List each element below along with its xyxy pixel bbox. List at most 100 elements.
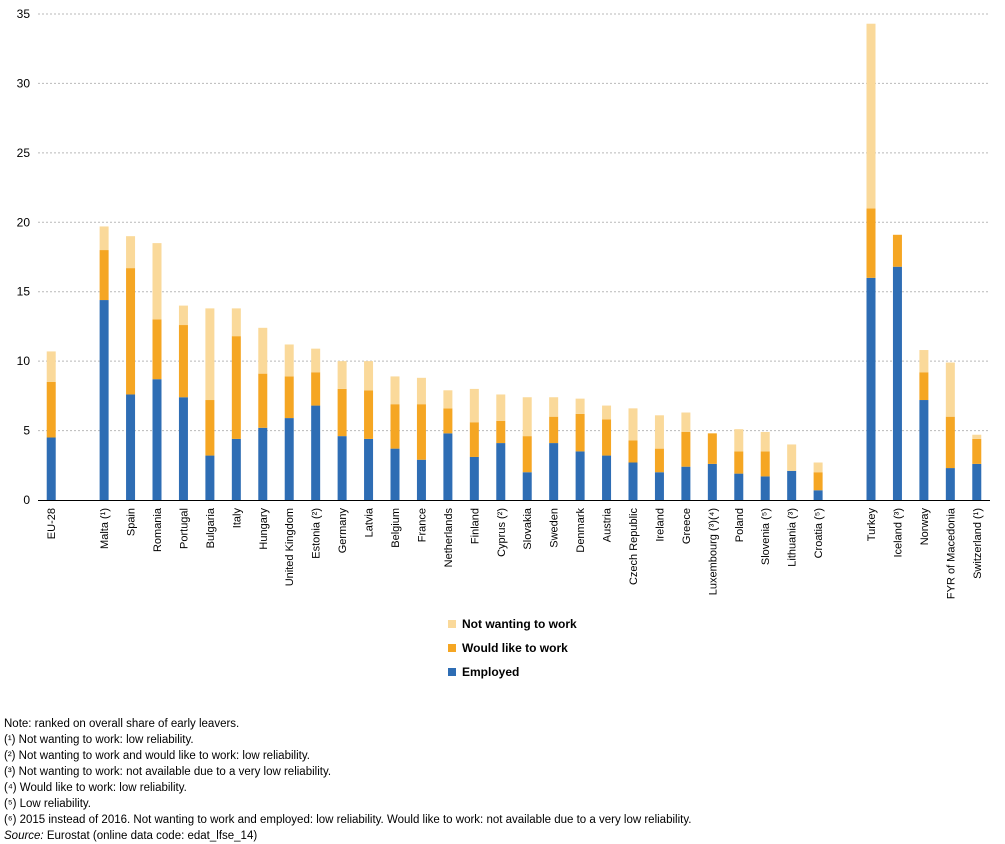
legend-item-employed: Employed bbox=[448, 660, 577, 684]
x-tick-label: Bulgaria bbox=[205, 507, 217, 548]
source-line: Source: Eurostat (online data code: edat… bbox=[4, 828, 691, 844]
x-tick-label: Sweden bbox=[549, 508, 561, 548]
bar-segment bbox=[469, 422, 479, 457]
x-tick-label: Belgium bbox=[390, 508, 402, 548]
x-tick-label: Lithuania (³) bbox=[787, 508, 799, 567]
bar-segment bbox=[787, 444, 797, 471]
bar-segment bbox=[866, 23, 876, 209]
bar-segment bbox=[390, 448, 400, 500]
bar-segment bbox=[760, 476, 770, 500]
x-tick-label: Croatia (⁵) bbox=[813, 508, 825, 558]
bar-segment bbox=[390, 376, 400, 405]
bar-segment bbox=[734, 429, 744, 452]
bar-segment bbox=[549, 443, 559, 500]
bar-segment bbox=[152, 379, 162, 500]
x-tick-label: Spain bbox=[126, 508, 138, 536]
x-tick-label: Romania bbox=[152, 507, 164, 552]
bar-segment bbox=[522, 397, 532, 437]
x-tick-label: Slovenia (⁵) bbox=[760, 508, 772, 565]
legend-label-employed: Employed bbox=[462, 665, 520, 679]
bar-segment bbox=[919, 350, 929, 373]
bar-segment bbox=[787, 470, 797, 500]
footnote-4: (⁴) Would like to work: low reliability. bbox=[4, 782, 187, 794]
bar-segment bbox=[760, 451, 770, 477]
x-tick-label: Turkey bbox=[866, 508, 878, 542]
bar-segment bbox=[311, 348, 321, 373]
bar-segment bbox=[443, 433, 453, 500]
bar-segment bbox=[99, 226, 109, 251]
x-tick-label: Ireland bbox=[654, 508, 666, 542]
y-tick-label: 10 bbox=[17, 354, 31, 368]
bar-segment bbox=[258, 427, 268, 500]
footnote-3: (³) Not wanting to work: not available d… bbox=[4, 766, 332, 778]
x-tick-label: Switzerland (¹) bbox=[972, 508, 984, 579]
bar-segment bbox=[231, 308, 241, 337]
legend-swatch-employed bbox=[448, 668, 456, 676]
note-ranking: Note: ranked on overall share of early l… bbox=[4, 718, 240, 730]
bar-segment bbox=[364, 438, 374, 500]
bar-segment bbox=[126, 394, 136, 500]
x-axis: EU-28 Malta (¹) Spain Romania Portugal Bulgar… bbox=[38, 500, 990, 599]
y-tick-label: 0 bbox=[23, 493, 30, 507]
legend: Not wanting to work Would like to work E… bbox=[448, 612, 577, 684]
bar-segment bbox=[734, 473, 744, 500]
x-tick-label: Malta (¹) bbox=[99, 508, 111, 549]
bar-segment bbox=[311, 372, 321, 406]
bar-segment bbox=[443, 390, 453, 409]
bar-segment bbox=[258, 373, 268, 428]
bar-segment bbox=[972, 463, 982, 500]
bar-segment bbox=[284, 376, 294, 419]
bar-segment bbox=[416, 377, 426, 405]
x-tick-label: Slovakia bbox=[522, 507, 534, 549]
bar-segment bbox=[46, 437, 56, 500]
bar-segment bbox=[337, 361, 347, 389]
bar-segment bbox=[575, 398, 585, 414]
x-tick-label: Cyprus (²) bbox=[496, 508, 508, 557]
bar-segment bbox=[522, 436, 532, 473]
bar-segment bbox=[364, 390, 374, 439]
legend-item-would-like: Would like to work bbox=[448, 636, 577, 660]
x-tick-label: EU-28 bbox=[46, 508, 58, 539]
footnote-1: (¹) Not wanting to work: low reliability… bbox=[4, 734, 194, 746]
x-tick-label: United Kingdom bbox=[284, 508, 296, 586]
bar-segment bbox=[707, 463, 717, 500]
bar-segment bbox=[945, 416, 955, 469]
bar-segment bbox=[152, 319, 162, 380]
bar-segment bbox=[892, 234, 902, 267]
chart-notes: Note: ranked on overall share of early l… bbox=[4, 716, 691, 844]
bar-segment bbox=[258, 327, 268, 374]
y-tick-label: 25 bbox=[17, 146, 31, 160]
bar-segment bbox=[152, 243, 162, 320]
x-tick-label: Denmark bbox=[575, 508, 587, 553]
bar-segment bbox=[734, 451, 744, 474]
bar-segment bbox=[469, 388, 479, 423]
source-label: Source: bbox=[4, 830, 44, 842]
bar-segment bbox=[99, 250, 109, 301]
bar-segment bbox=[496, 420, 506, 444]
bar-segment bbox=[866, 277, 876, 500]
bar-segment bbox=[813, 490, 823, 500]
bar-segment bbox=[972, 434, 982, 439]
bar-segment bbox=[364, 361, 374, 391]
bar-segment bbox=[760, 431, 770, 452]
bar-segment bbox=[46, 381, 56, 438]
bar-segment bbox=[311, 405, 321, 500]
x-tick-label: Poland bbox=[734, 508, 746, 542]
bar-segment bbox=[892, 266, 902, 500]
bar-segment bbox=[575, 413, 585, 452]
x-tick-label: Czech Republic bbox=[628, 508, 640, 586]
footnote-2: (²) Not wanting to work and would like t… bbox=[4, 750, 310, 762]
y-tick-label: 30 bbox=[17, 76, 31, 90]
bar-segment bbox=[469, 456, 479, 500]
x-tick-label: FYR of Macedonia bbox=[945, 507, 957, 599]
bar-segment bbox=[575, 451, 585, 500]
bar-segment bbox=[337, 388, 347, 437]
bar-segment bbox=[416, 459, 426, 500]
bar-segment bbox=[945, 468, 955, 500]
bar-segment bbox=[46, 351, 56, 382]
bar-segment bbox=[681, 412, 691, 432]
bar-segment bbox=[205, 455, 215, 500]
y-tick-label: 35 bbox=[17, 7, 31, 21]
bar-segment bbox=[522, 472, 532, 500]
x-tick-label: Portugal bbox=[178, 508, 190, 549]
